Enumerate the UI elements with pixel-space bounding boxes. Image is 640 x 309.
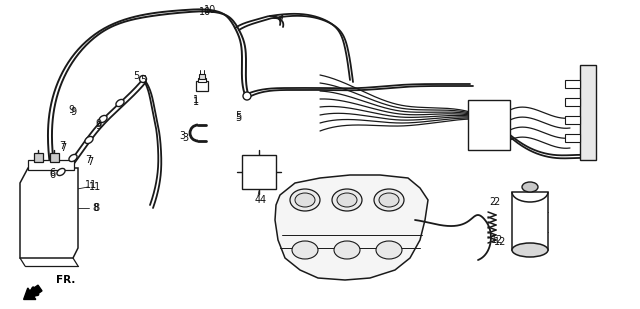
- Ellipse shape: [243, 92, 251, 100]
- Text: 9: 9: [95, 121, 101, 131]
- Bar: [565, 80, 580, 88]
- Ellipse shape: [290, 189, 320, 211]
- Polygon shape: [20, 168, 78, 258]
- Ellipse shape: [334, 241, 360, 259]
- Bar: [28, 160, 74, 170]
- Ellipse shape: [512, 243, 548, 257]
- Text: FR.: FR.: [56, 275, 76, 285]
- Ellipse shape: [379, 193, 399, 207]
- Text: 12: 12: [491, 235, 503, 245]
- Ellipse shape: [522, 182, 538, 192]
- FancyArrow shape: [24, 285, 42, 299]
- Text: 10: 10: [199, 7, 211, 17]
- Ellipse shape: [374, 189, 404, 211]
- Ellipse shape: [85, 137, 93, 144]
- Ellipse shape: [99, 116, 107, 123]
- Text: 7: 7: [60, 143, 66, 153]
- Text: 3: 3: [182, 133, 188, 143]
- Text: 4: 4: [260, 195, 266, 205]
- Text: 5: 5: [133, 71, 139, 81]
- Polygon shape: [275, 175, 428, 280]
- Text: 6: 6: [49, 170, 55, 180]
- Text: 1: 1: [193, 97, 199, 107]
- Text: 1: 1: [193, 95, 199, 105]
- Bar: [196, 81, 208, 91]
- Ellipse shape: [337, 193, 357, 207]
- Ellipse shape: [292, 241, 318, 259]
- Text: 8: 8: [93, 203, 99, 213]
- Text: 11: 11: [89, 182, 101, 192]
- Text: 11: 11: [85, 180, 97, 190]
- Text: 7: 7: [87, 157, 93, 167]
- Text: 7: 7: [59, 141, 65, 151]
- Ellipse shape: [140, 75, 147, 83]
- Text: 5: 5: [140, 75, 146, 85]
- Bar: [565, 98, 580, 106]
- Text: 2: 2: [493, 197, 499, 207]
- Text: 4: 4: [255, 195, 261, 205]
- Text: 7: 7: [85, 155, 91, 165]
- Text: 3: 3: [179, 131, 185, 141]
- Bar: [198, 78, 206, 82]
- Text: 9: 9: [70, 107, 76, 117]
- Bar: [199, 74, 205, 79]
- Bar: [34, 153, 43, 162]
- Text: 12: 12: [494, 237, 506, 247]
- Ellipse shape: [295, 193, 315, 207]
- Text: 5: 5: [235, 111, 241, 121]
- Ellipse shape: [57, 168, 65, 176]
- Text: 8: 8: [92, 203, 98, 213]
- Ellipse shape: [376, 241, 402, 259]
- Bar: [565, 116, 580, 124]
- Ellipse shape: [69, 154, 77, 162]
- Bar: [512, 192, 548, 250]
- Bar: [565, 134, 580, 142]
- Text: 5: 5: [235, 113, 241, 123]
- Ellipse shape: [332, 189, 362, 211]
- Bar: [242, 155, 276, 189]
- Bar: [50, 153, 59, 162]
- Text: 9: 9: [68, 105, 74, 115]
- Bar: [468, 100, 510, 150]
- Text: 6: 6: [49, 168, 55, 178]
- Ellipse shape: [116, 99, 124, 107]
- Text: 10: 10: [204, 5, 216, 15]
- Bar: [580, 65, 596, 160]
- Text: 9: 9: [95, 119, 101, 129]
- Text: 2: 2: [489, 197, 495, 207]
